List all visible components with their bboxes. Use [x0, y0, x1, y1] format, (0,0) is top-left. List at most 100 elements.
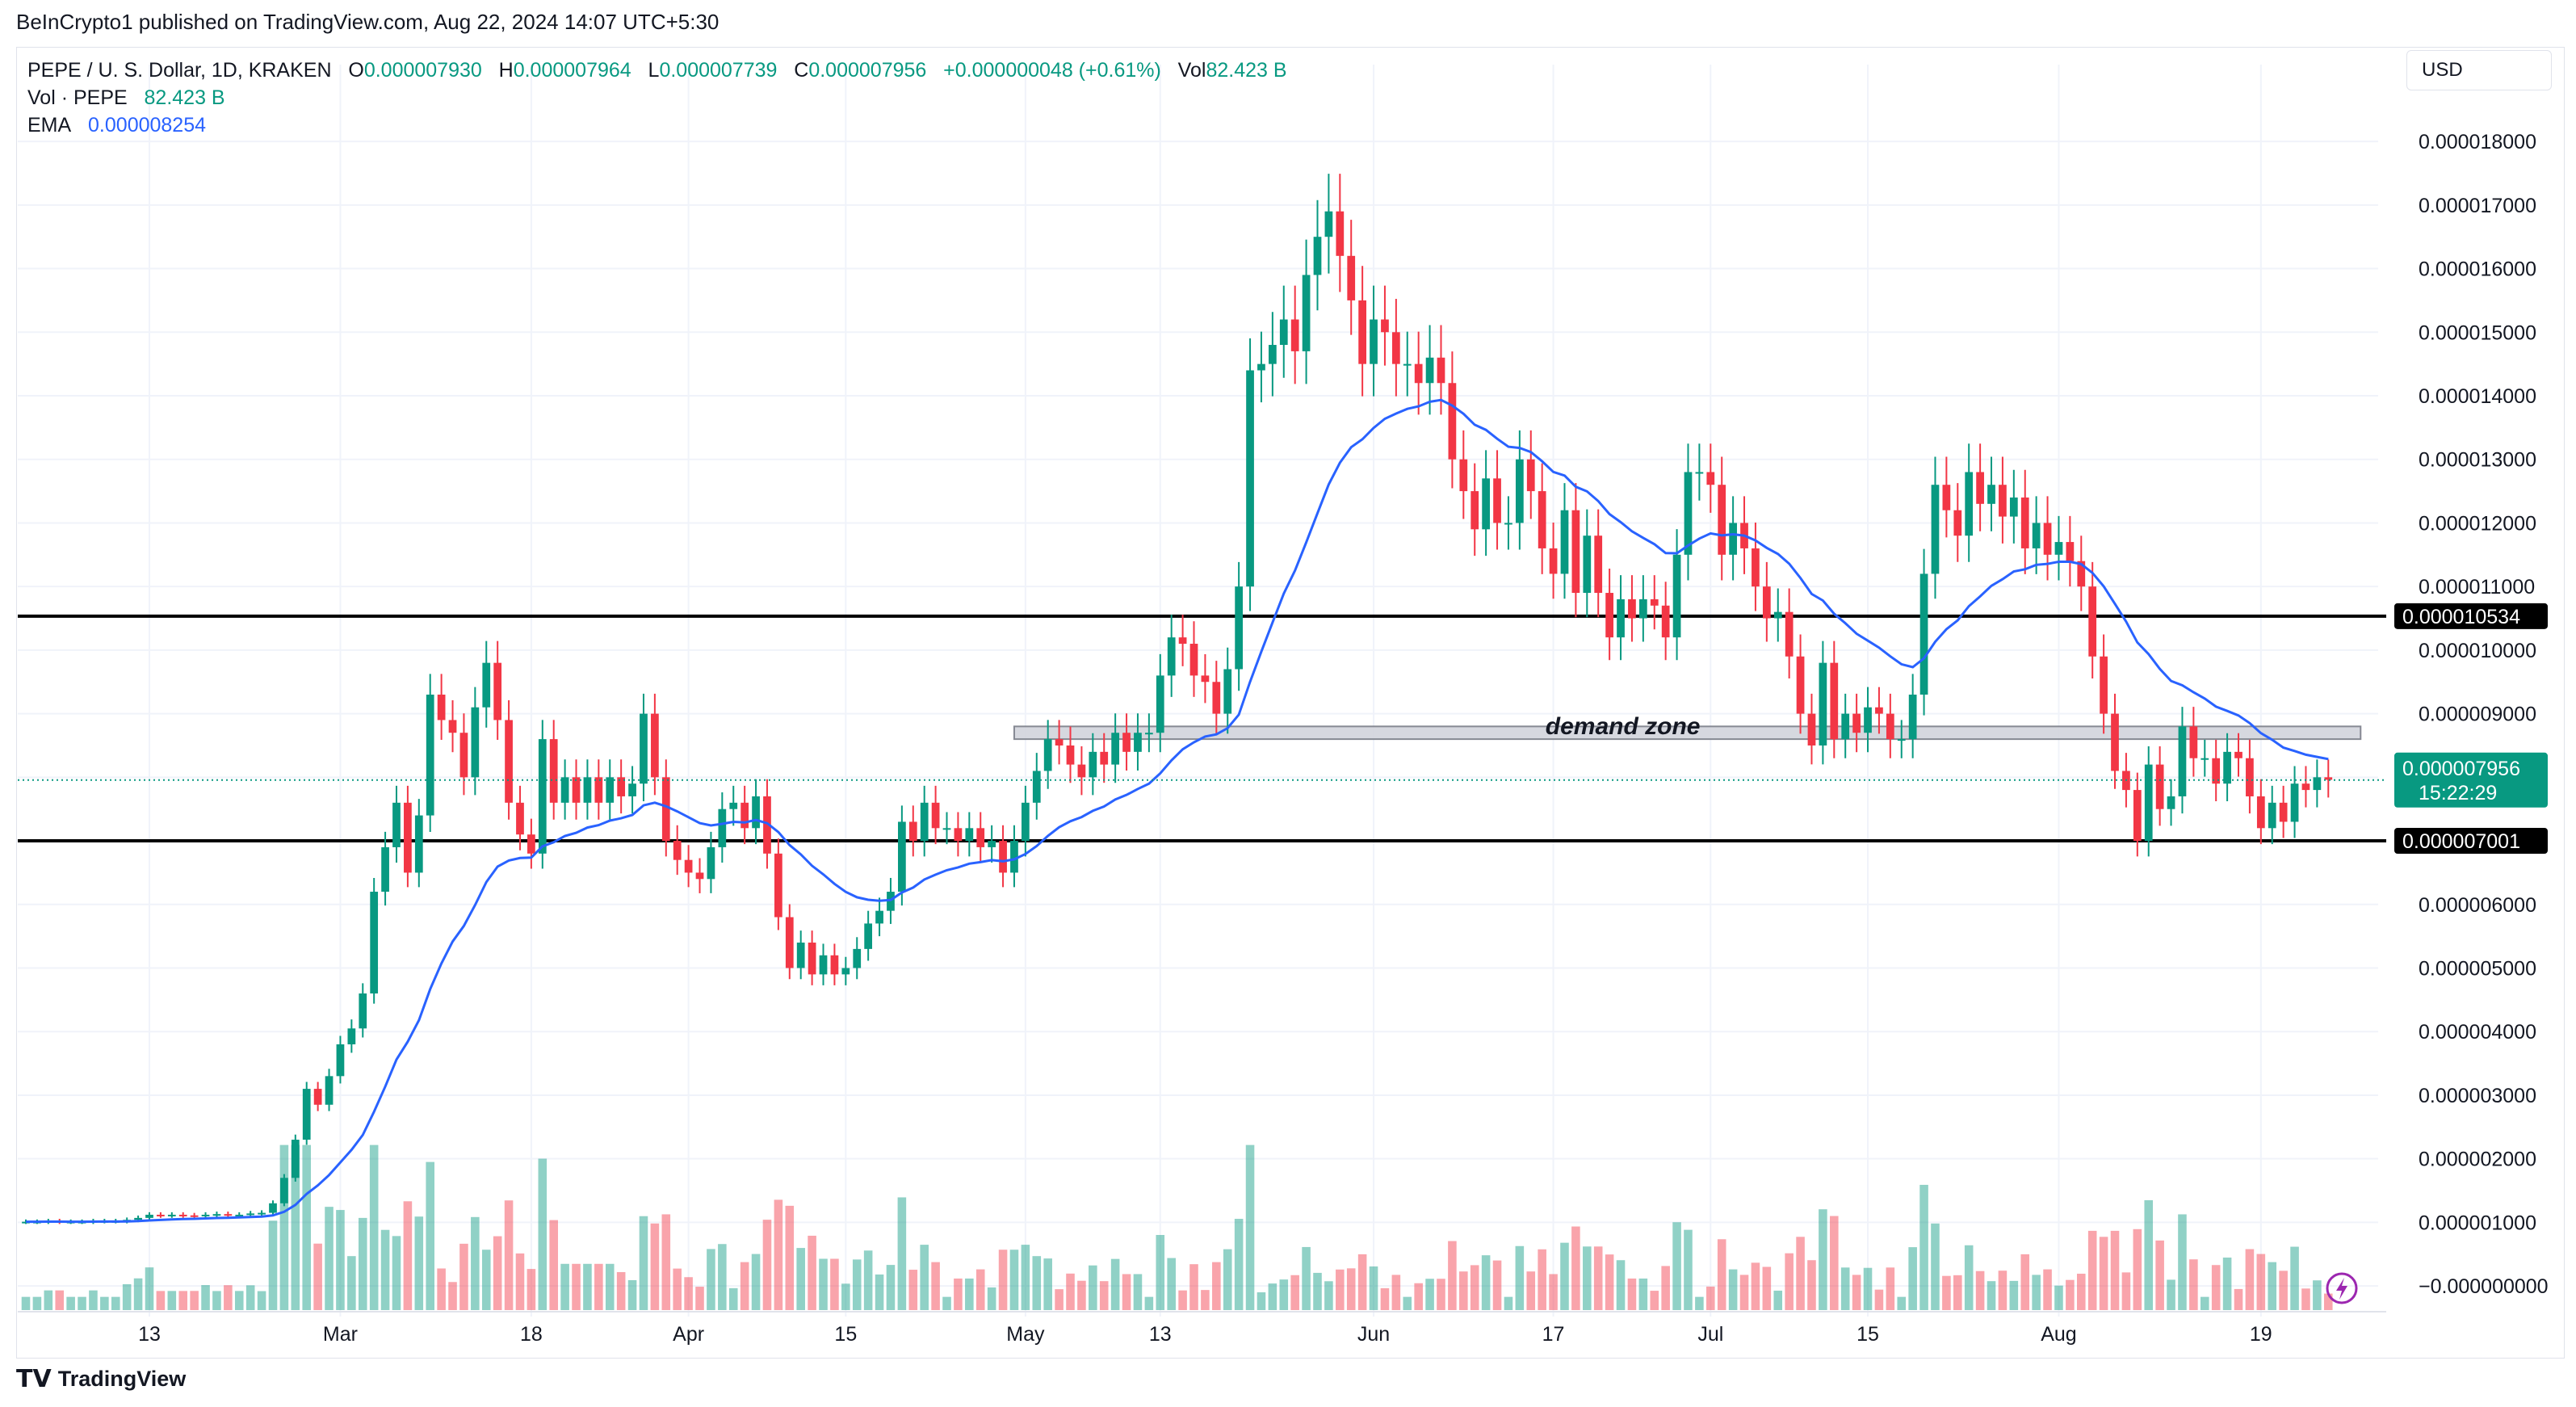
volume-bar [998, 1250, 1008, 1310]
volume-bar [1773, 1290, 1783, 1310]
candle-body [1156, 675, 1164, 733]
volume-bar [1874, 1289, 1884, 1310]
volume-bar [931, 1262, 940, 1310]
volume-bar [414, 1216, 424, 1310]
volume-bar [1706, 1286, 1715, 1310]
volume-bar [2167, 1279, 2175, 1310]
volume-bar [538, 1158, 548, 1310]
candle-body [2279, 802, 2288, 822]
volume-bar [796, 1248, 805, 1310]
candle-body [1391, 332, 1400, 364]
candle-body [1661, 605, 1670, 638]
volume-bar [1290, 1275, 1299, 1310]
chart-legend: PEPE / U. S. Dollar, 1D, KRAKEN O0.00000… [27, 57, 1287, 139]
volume-bar [1695, 1296, 1704, 1310]
candle-body [1482, 478, 1490, 530]
x-tick-label: Apr [673, 1323, 704, 1346]
volume-bar [1448, 1241, 1457, 1310]
y-tick-label: 0.000001000 [2419, 1212, 2536, 1234]
volume-bar [1830, 1216, 1839, 1310]
candle-body [774, 853, 782, 918]
volume-bar [1437, 1279, 1445, 1310]
candle-body [684, 859, 693, 873]
volume-bar [380, 1229, 390, 1310]
volume-bar [325, 1207, 334, 1310]
volume-bar [66, 1296, 75, 1310]
candle-body [1347, 255, 1356, 300]
candle-body [212, 1214, 221, 1216]
volume-bar [1605, 1254, 1614, 1310]
currency-button[interactable]: USD [2406, 50, 2552, 90]
volume-bar [1504, 1296, 1513, 1310]
legend-ema-label[interactable]: EMA [27, 114, 72, 136]
volume-bar [1268, 1283, 1278, 1310]
candle-body [1807, 713, 1816, 746]
volume-bar [21, 1296, 31, 1310]
candle-body [2189, 726, 2198, 758]
candle-body [1953, 510, 1962, 536]
candle-body [1785, 611, 1794, 657]
candle-body [752, 796, 760, 829]
legend-vol-label: Vol [1177, 59, 1206, 82]
candle-body [1919, 573, 1928, 695]
volume-bar [740, 1262, 749, 1310]
volume-bar [1593, 1246, 1603, 1310]
volume-bar [1661, 1266, 1670, 1310]
x-tick-label: 13 [1149, 1323, 1172, 1346]
candle-body [2144, 764, 2153, 842]
y-tick-label: 0.000018000 [2419, 131, 2536, 153]
volume-bar [2009, 1280, 2019, 1310]
legend-symbol[interactable]: PEPE / U. S. Dollar, 1D, KRAKEN [27, 59, 332, 82]
candle-body [527, 834, 535, 854]
candle-body [2155, 764, 2164, 809]
volume-bar [44, 1290, 53, 1310]
candle-body [414, 815, 423, 873]
volume-bar [1840, 1267, 1850, 1310]
volume-bar [291, 1144, 300, 1310]
candle-body [1886, 713, 1894, 740]
volume-bar [448, 1282, 457, 1310]
candle-body [763, 796, 771, 854]
candle-body [201, 1214, 210, 1216]
tradingview-logo[interactable]: 𝗧𝗩 TradingView [16, 1365, 186, 1393]
candle-body [437, 695, 446, 720]
candle-body [1111, 733, 1120, 765]
candle-body [1549, 548, 1558, 574]
volume-bar [1538, 1249, 1546, 1310]
volume-bar [201, 1285, 210, 1310]
volume-bar [1886, 1267, 1895, 1310]
candle-body [1403, 363, 1412, 366]
candle-body [493, 662, 502, 720]
candle-body [1235, 586, 1244, 670]
legend-c-label: C [794, 59, 809, 82]
volume-bar [481, 1250, 491, 1310]
candle-body [1471, 491, 1479, 530]
legend-change: +0.000000048 (+0.61%) [943, 59, 1161, 82]
level-price-tag [2394, 603, 2548, 629]
volume-bar [178, 1291, 188, 1310]
volume-bar [1099, 1281, 1109, 1310]
volume-bar [32, 1296, 42, 1310]
candle-body [841, 968, 850, 975]
candle-body [954, 828, 963, 842]
volume-bar [55, 1290, 65, 1310]
candle-body [1302, 275, 1311, 351]
volume-bar [2256, 1254, 2266, 1310]
x-tick-label: 17 [1542, 1323, 1565, 1346]
legend-o-value: 0.000007930 [363, 59, 482, 82]
y-tick-label: 0.000013000 [2419, 449, 2536, 472]
volume-bar [1672, 1222, 1681, 1310]
volume-bar [111, 1296, 120, 1310]
volume-bar [2279, 1270, 2288, 1310]
volume-bar [245, 1285, 255, 1310]
y-tick-label: 0.000006000 [2419, 894, 2536, 917]
legend-volume-label[interactable]: Vol · PEPE [27, 86, 128, 109]
candle-body [1134, 733, 1142, 752]
legend-ohlc-row: PEPE / U. S. Dollar, 1D, KRAKEN O0.00000… [27, 57, 1287, 84]
volume-bar [313, 1243, 322, 1310]
volume-bar [89, 1290, 98, 1310]
candle-body [471, 707, 480, 778]
volume-bar [437, 1268, 446, 1310]
volume-bar [1189, 1264, 1198, 1310]
